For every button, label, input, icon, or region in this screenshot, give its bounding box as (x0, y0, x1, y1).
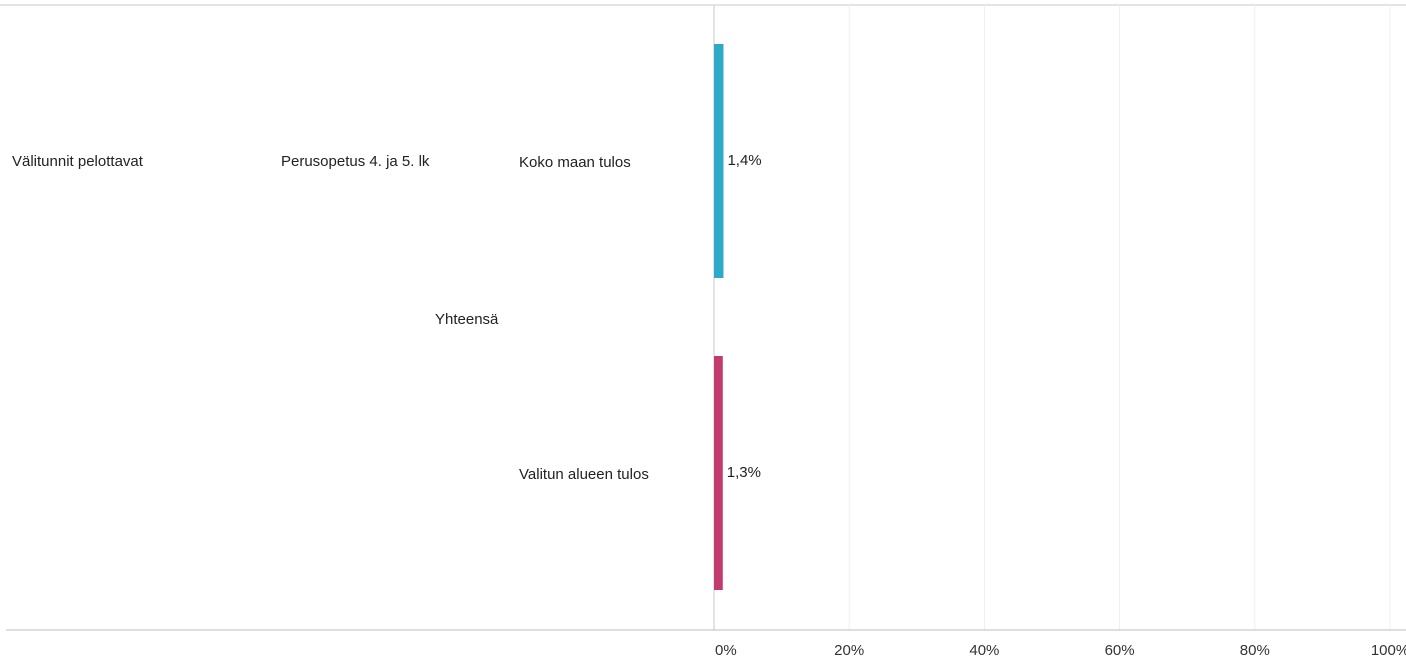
bar (714, 44, 724, 278)
x-tick-label: 40% (969, 642, 999, 658)
category-label-national: Koko maan tulos (519, 154, 631, 171)
row-label-school-level: Perusopetus 4. ja 5. lk (281, 153, 430, 170)
row-label-measure: Välitunnit pelottavat (12, 153, 143, 170)
row-label-group: Yhteensä (435, 311, 499, 328)
x-tick-label: 100% (1371, 642, 1406, 658)
x-tick-label: 60% (1105, 642, 1135, 658)
category-label-selected-area: Valitun alueen tulos (519, 466, 649, 483)
x-tick-label: 0% (715, 642, 737, 658)
bar-value-label: 1,3% (727, 464, 761, 481)
bar (714, 356, 723, 590)
x-tick-label: 20% (834, 642, 864, 658)
x-tick-label: 80% (1240, 642, 1270, 658)
bar-value-label: 1,4% (727, 152, 761, 169)
